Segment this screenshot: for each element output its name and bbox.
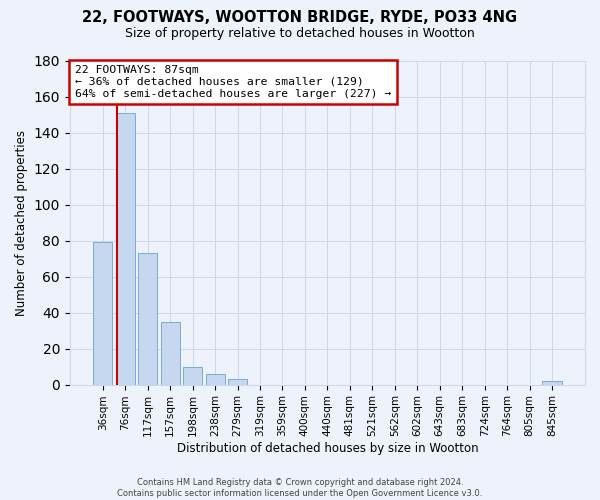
Bar	[161, 322, 179, 384]
Text: Contains HM Land Registry data © Crown copyright and database right 2024.
Contai: Contains HM Land Registry data © Crown c…	[118, 478, 482, 498]
X-axis label: Distribution of detached houses by size in Wootton: Distribution of detached houses by size …	[176, 442, 478, 455]
Bar	[138, 253, 157, 384]
Bar	[183, 366, 202, 384]
Y-axis label: Number of detached properties: Number of detached properties	[15, 130, 28, 316]
Bar	[228, 379, 247, 384]
Bar	[542, 381, 562, 384]
Text: 22 FOOTWAYS: 87sqm
← 36% of detached houses are smaller (129)
64% of semi-detach: 22 FOOTWAYS: 87sqm ← 36% of detached hou…	[75, 66, 391, 98]
Text: 22, FOOTWAYS, WOOTTON BRIDGE, RYDE, PO33 4NG: 22, FOOTWAYS, WOOTTON BRIDGE, RYDE, PO33…	[82, 10, 518, 25]
Bar	[116, 112, 135, 384]
Bar	[93, 242, 112, 384]
Bar	[206, 374, 224, 384]
Text: Size of property relative to detached houses in Wootton: Size of property relative to detached ho…	[125, 28, 475, 40]
